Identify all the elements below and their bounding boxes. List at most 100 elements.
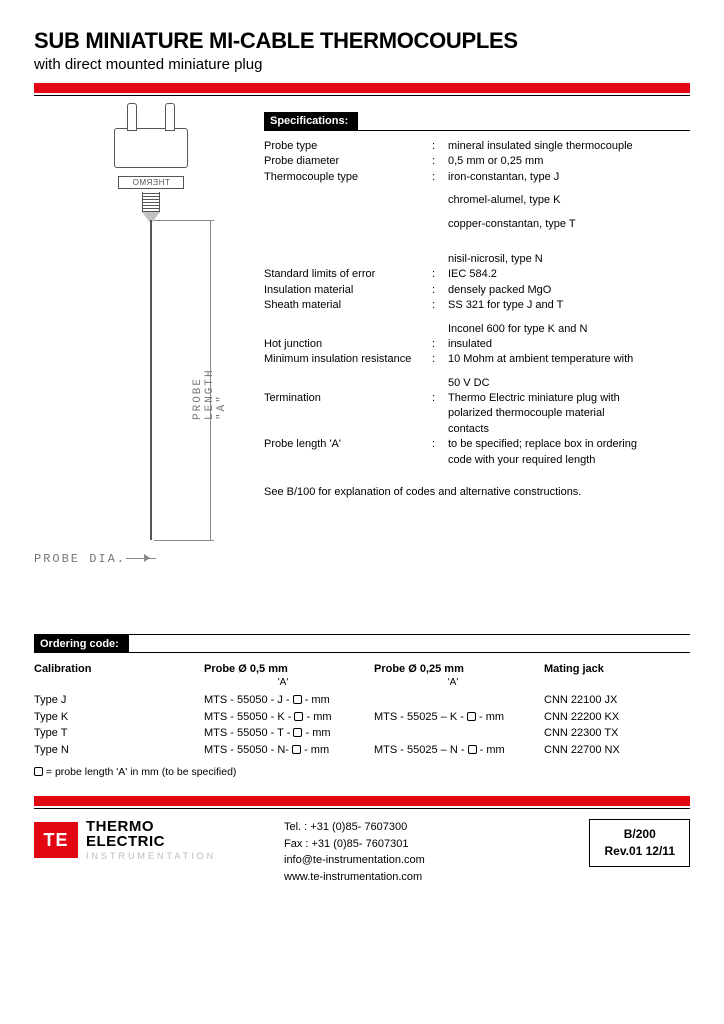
logo-text: THERMO ELECTRIC INSTRUMENTATION — [86, 819, 216, 861]
footer-row: TE THERMO ELECTRIC INSTRUMENTATION Tel. … — [34, 819, 690, 885]
spec-row: chromel-alumel, type K — [264, 193, 690, 208]
spec-label: Sheath material — [264, 298, 432, 313]
order-cal: Type N — [34, 742, 192, 759]
spec-value: Thermo Electric miniature plug with — [448, 391, 690, 406]
spec-colon: : — [432, 391, 448, 406]
code-box-icon — [294, 712, 303, 721]
spec-colon: : — [432, 352, 448, 367]
spec-colon — [432, 193, 448, 208]
order-jack: CNN 22200 KX — [544, 709, 678, 726]
dim-tick-top — [154, 220, 214, 221]
order-jack: CNN 22300 TX — [544, 725, 678, 742]
spec-colon: : — [432, 437, 448, 452]
code-box-icon — [468, 745, 477, 754]
diagram-column: THERMO PROBE LENGTH "A" PROBE DIA. — [34, 112, 264, 580]
order-head-probe05: Probe Ø 0,5 mm — [204, 663, 362, 675]
spec-label: Termination — [264, 391, 432, 406]
spec-colon — [432, 422, 448, 437]
spec-value: 50 V DC — [448, 376, 690, 391]
spec-row: Probe type:mineral insulated single ther… — [264, 139, 690, 154]
order-cal: Type J — [34, 692, 192, 709]
spec-label — [264, 422, 432, 437]
logo-line2: ELECTRIC — [86, 834, 216, 849]
contact-fax: Fax : +31 (0)85- 7607301 — [284, 836, 589, 853]
doc-code: B/200 — [604, 826, 675, 843]
order-cal: Type T — [34, 725, 192, 742]
probe-dia-line — [126, 558, 156, 559]
order-sub-a2: 'A' — [374, 677, 532, 688]
code-box-icon — [467, 712, 476, 721]
order-cell: MTS - 55050 - J - - mm — [204, 692, 362, 709]
contact-email: info@te-instrumentation.com — [284, 852, 589, 869]
probe-diagram: THERMO PROBE LENGTH "A" PROBE DIA. — [34, 120, 244, 580]
spec-colon: : — [432, 154, 448, 169]
order-rule-bottom — [34, 652, 690, 653]
spec-value: copper-constantan, type T — [448, 217, 690, 232]
logo: TE THERMO ELECTRIC INSTRUMENTATION — [34, 819, 244, 861]
body-row: THERMO PROBE LENGTH "A" PROBE DIA. Speci… — [34, 112, 690, 580]
plug-prong-left — [127, 103, 137, 131]
order-col2-rows: MTS - 55050 - J - - mmMTS - 55050 - K - … — [204, 692, 362, 758]
probe-dia-arrow-icon — [144, 554, 150, 562]
contact-tel: Tel. : +31 (0)85- 7607300 — [284, 819, 589, 836]
spec-label — [264, 322, 432, 337]
order-cal: Type K — [34, 709, 192, 726]
order-jack: CNN 22700 NX — [544, 742, 678, 759]
spec-colon: : — [432, 283, 448, 298]
spec-row: contacts — [264, 422, 690, 437]
spec-value: IEC 584.2 — [448, 267, 690, 282]
spec-label — [264, 217, 432, 232]
spec-row: Thermocouple type:iron-constantan, type … — [264, 170, 690, 185]
order-head-mating: Mating jack — [544, 663, 678, 675]
order-col-mating: Mating jack CNN 22100 JXCNN 22200 KXCNN … — [544, 663, 690, 758]
spec-label — [264, 252, 432, 267]
plug-body-shape — [114, 128, 188, 168]
logo-sub: INSTRUMENTATION — [86, 851, 216, 861]
order-cell: MTS - 55050 - T - - mm — [204, 725, 362, 742]
spec-row: Hot junction:insulated — [264, 337, 690, 352]
spec-row: code with your required length — [264, 453, 690, 468]
order-sub-blank2 — [544, 677, 678, 688]
spec-colon — [432, 252, 448, 267]
spec-value: to be specified; replace box in ordering — [448, 437, 690, 452]
dim-tick-bottom — [154, 540, 214, 541]
spec-colon: : — [432, 139, 448, 154]
spec-row: Sheath material:SS 321 for type J and T — [264, 298, 690, 313]
spec-colon: : — [432, 170, 448, 185]
spec-colon: : — [432, 298, 448, 313]
order-cell: MTS - 55050 - K - - mm — [204, 709, 362, 726]
spec-label: Minimum insulation resistance — [264, 352, 432, 367]
footer-rule — [34, 808, 690, 809]
probe-length-label: PROBE LENGTH "A" — [192, 368, 228, 420]
spec-label: Probe length 'A' — [264, 437, 432, 452]
code-box-icon — [293, 728, 302, 737]
spec-column: Specifications: Probe type:mineral insul… — [264, 112, 690, 580]
spec-row: nisil-nicrosil, type N — [264, 252, 690, 267]
order-cell: MTS - 55050 - N- - mm — [204, 742, 362, 759]
probe-line — [150, 220, 152, 540]
logo-mark: TE — [34, 822, 78, 858]
strain-relief-shape — [142, 192, 160, 212]
spec-row: Insulation material:densely packed MgO — [264, 283, 690, 298]
header-accent-bar — [34, 83, 690, 93]
spec-value: Inconel 600 for type K and N — [448, 322, 690, 337]
spec-label — [264, 406, 432, 421]
spec-colon — [432, 217, 448, 232]
spec-row: copper-constantan, type T — [264, 217, 690, 232]
code-box-icon — [292, 745, 301, 754]
contact-web: www.te-instrumentation.com — [284, 869, 589, 886]
probe-dia-label: PROBE DIA. — [34, 552, 126, 566]
spec-label — [264, 193, 432, 208]
spec-colon — [432, 453, 448, 468]
order-cell: MTS - 55025 – K - - mm — [374, 709, 532, 726]
footer-accent-bar — [34, 796, 690, 806]
order-rule-top — [34, 634, 690, 635]
plug-brand-label: THERMO — [118, 176, 184, 189]
order-head-calibration: Calibration — [34, 663, 192, 675]
order-cell — [374, 692, 532, 709]
page-subtitle: with direct mounted miniature plug — [34, 56, 690, 73]
contact-block: Tel. : +31 (0)85- 7607300 Fax : +31 (0)8… — [244, 819, 589, 885]
order-cell: MTS - 55025 – N - - mm — [374, 742, 532, 759]
spec-value: polarized thermocouple material — [448, 406, 690, 421]
spec-label: Standard limits of error — [264, 267, 432, 282]
